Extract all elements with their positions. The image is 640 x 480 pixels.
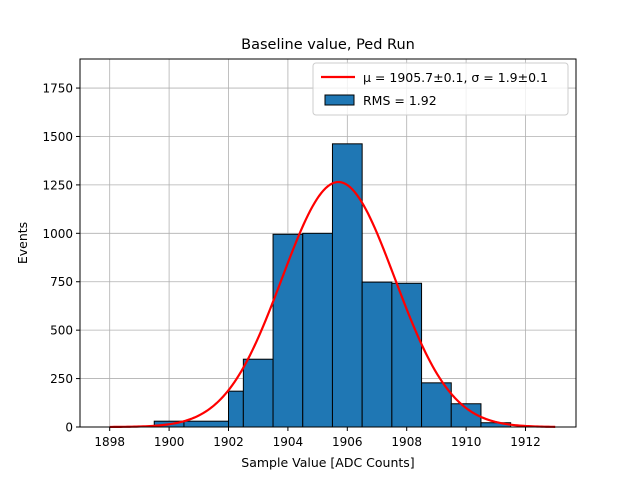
chart-title: Baseline value, Ped Run xyxy=(241,37,415,53)
histogram-bar xyxy=(272,233,304,428)
x-tick-label: 1906 xyxy=(332,435,363,449)
x-tick-label: 1908 xyxy=(391,435,422,449)
fit-curve-layer xyxy=(109,180,556,429)
x-axis-label: Sample Value [ADC Counts] xyxy=(241,455,414,470)
y-axis-label: Events xyxy=(15,222,30,264)
legend-histogram-swatch xyxy=(324,94,355,106)
histogram-bar xyxy=(421,382,452,428)
legend-fit-label: μ = 1905.7±0.1, σ = 1.9±0.1 xyxy=(363,70,548,85)
legend: μ = 1905.7±0.1, σ = 1.9±0.1 RMS = 1.92 xyxy=(312,62,569,116)
histogram-bar xyxy=(361,281,393,428)
fit-curve xyxy=(109,180,556,429)
histogram-bar xyxy=(302,232,333,428)
x-tick-label: 1902 xyxy=(213,435,244,449)
histogram-bar xyxy=(183,420,230,428)
plot-frame xyxy=(79,58,577,428)
x-tick-label: 1900 xyxy=(154,435,185,449)
x-tick-label: 1910 xyxy=(451,435,482,449)
x-tick-label: 1904 xyxy=(273,435,304,449)
y-tick-label: 750 xyxy=(50,275,73,289)
y-tick-label: 1750 xyxy=(42,82,73,96)
x-axis-ticks: 1898 1900 1902 1904 1906 1908 1910 1912 xyxy=(94,427,541,449)
histogram-bars xyxy=(153,143,512,428)
histogram-bar xyxy=(242,358,274,428)
histogram-bar xyxy=(228,390,244,428)
y-tick-label: 1000 xyxy=(42,227,73,241)
legend-histogram-label: RMS = 1.92 xyxy=(363,93,437,108)
y-tick-label: 1500 xyxy=(42,130,73,144)
x-tick-label: 1912 xyxy=(510,435,541,449)
histogram-bar xyxy=(391,282,423,428)
x-tick-label: 1898 xyxy=(94,435,125,449)
y-tick-label: 0 xyxy=(65,421,73,435)
y-tick-label: 500 xyxy=(50,324,73,338)
legend-box xyxy=(312,62,569,116)
y-axis-ticks: 0 250 500 750 1000 1250 1500 1750 xyxy=(42,82,80,435)
y-tick-label: 250 xyxy=(50,372,73,386)
y-tick-label: 1250 xyxy=(42,178,73,192)
